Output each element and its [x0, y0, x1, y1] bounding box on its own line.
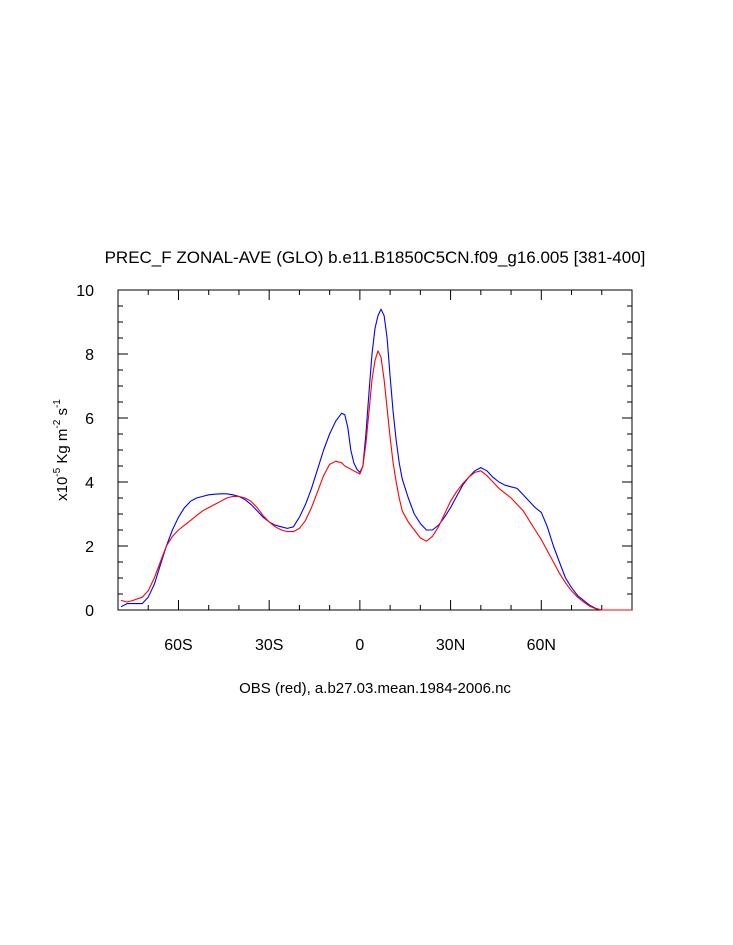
series-line-obs	[120, 350, 632, 611]
y-label-exp2: -2	[52, 419, 63, 428]
x-tick-label: 60N	[527, 637, 556, 654]
y-label-prefix: x10	[54, 477, 71, 501]
series-layer	[120, 308, 632, 611]
plot-frame	[117, 289, 633, 611]
x-tick-label: 30S	[255, 637, 283, 654]
y-label-unit1: Kg m	[54, 429, 71, 468]
y-tick-label: 6	[85, 411, 94, 428]
y-axis-label: x10-5 Kg m-2 s-1	[52, 399, 71, 501]
y-label-exp: -5	[52, 467, 63, 476]
x-tick-label: 0	[355, 637, 364, 654]
x-tick-label: 30N	[436, 637, 465, 654]
x-tick-label: 60S	[164, 637, 192, 654]
y-tick-label: 10	[76, 283, 94, 300]
y-tick-label: 8	[85, 347, 94, 364]
y-label-exp3: -1	[52, 399, 63, 408]
plot-border	[117, 289, 633, 611]
y-label-unit2: s	[54, 408, 71, 420]
y-tick-label: 0	[85, 603, 94, 620]
chart-title: PREC_F ZONAL-AVE (GLO) b.e11.B1850C5CN.f…	[105, 248, 646, 267]
axis-ticks: 60S 30S 0 30N 60N 0 2 4 6 8 10	[76, 283, 632, 654]
y-tick-label: 2	[85, 539, 94, 556]
x-axis-label: OBS (red), a.b27.03.mean.1984-2006.nc	[239, 680, 511, 697]
y-tick-label: 4	[85, 475, 94, 492]
series-line-model	[120, 308, 632, 611]
